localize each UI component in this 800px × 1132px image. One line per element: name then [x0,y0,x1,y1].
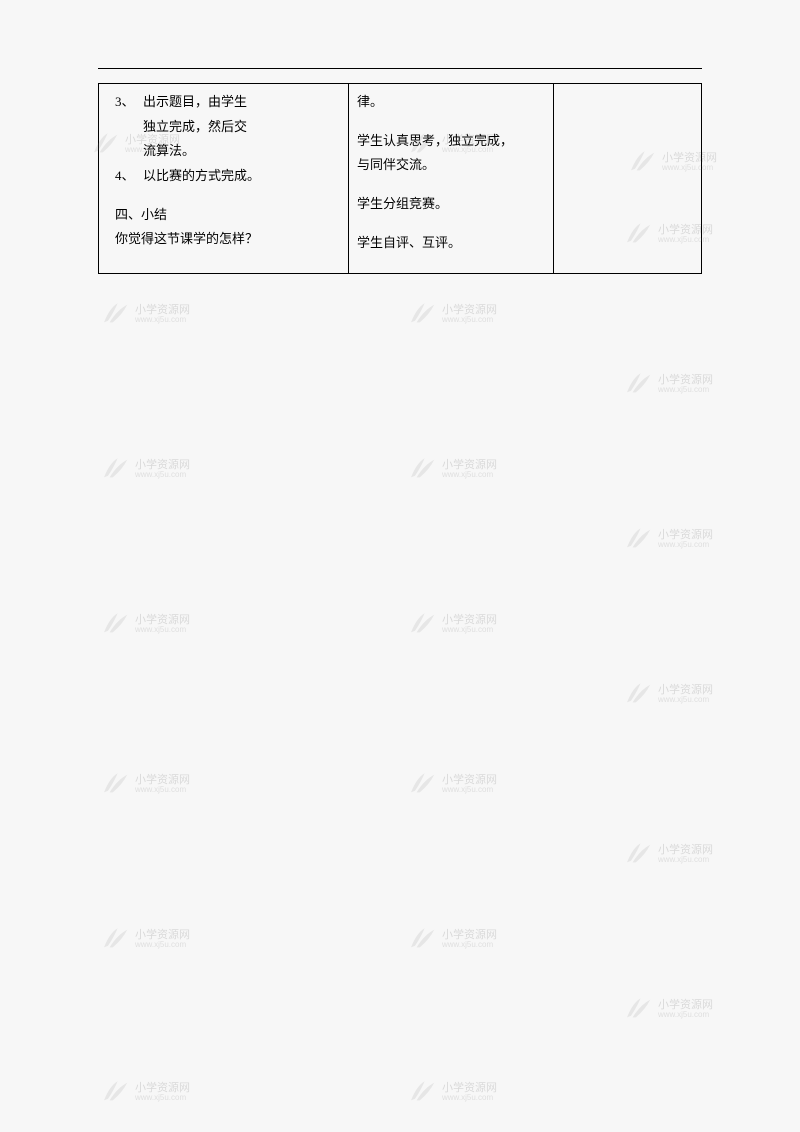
cell-text: 学生分组竞赛。 [357,192,545,217]
table-row: 3、 出示题目，由学生 独立完成，然后交 流算法。 4、 以比赛的方式完成。 [99,84,702,274]
item-text: 以比赛的方式完成。 [143,164,340,189]
item-text: 流算法。 [143,139,340,164]
section-title: 四、小结 [107,203,340,228]
table-cell-left: 3、 出示题目，由学生 独立完成，然后交 流算法。 4、 以比赛的方式完成。 [99,84,349,274]
item-number: 3、 [115,90,143,115]
section-question: 你觉得这节课学的怎样？ [107,227,340,252]
item-number: 4、 [115,164,143,189]
item-indent [115,115,143,140]
cell-text: 与同伴交流。 [357,153,545,178]
cell-text: 学生认真思考，独立完成， [357,129,545,154]
table-cell-right [554,84,702,274]
lesson-table: 3、 出示题目，由学生 独立完成，然后交 流算法。 4、 以比赛的方式完成。 [98,83,702,274]
cell-text: 律。 [357,90,545,115]
header-rule [98,68,702,69]
cell-text: 学生自评、互评。 [357,231,545,256]
table-cell-middle: 律。 学生认真思考，独立完成， 与同伴交流。 学生分组竞赛。 学生自评、互评。 [349,84,554,274]
item-text: 出示题目，由学生 [143,90,340,115]
item-indent [115,139,143,164]
item-text: 独立完成，然后交 [143,115,340,140]
